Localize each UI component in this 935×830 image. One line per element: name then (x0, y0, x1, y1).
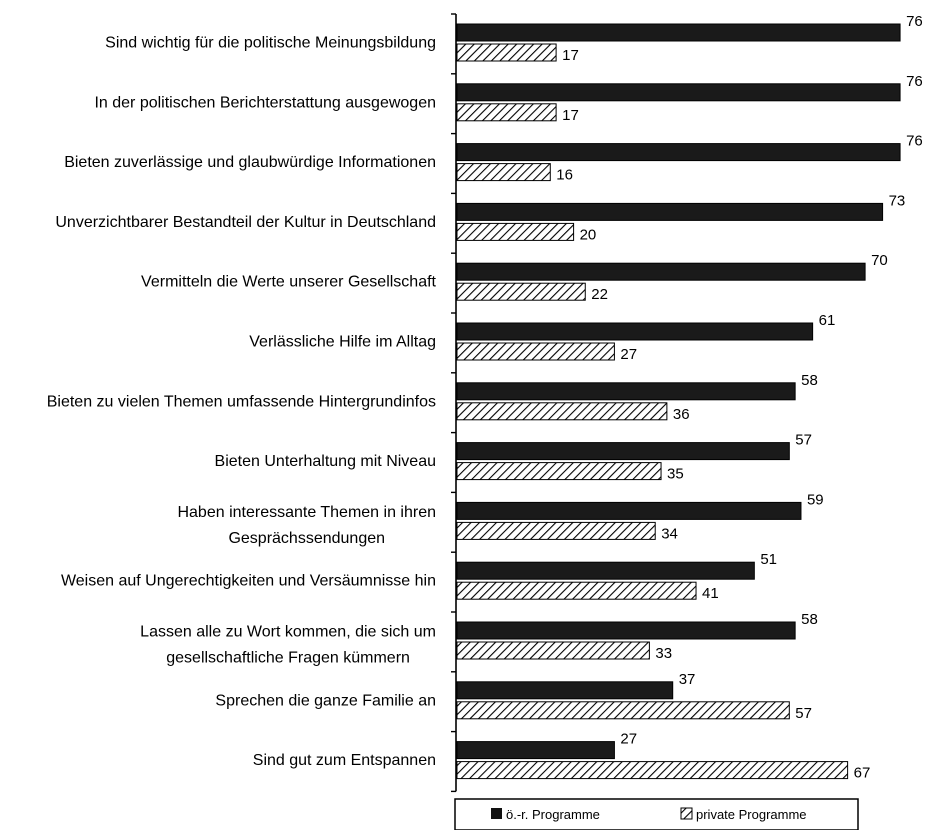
legend-swatch-private (680, 807, 693, 820)
legend: ö.-r. Programme private Programme (454, 798, 859, 830)
value-label-oer: 73 (889, 192, 906, 209)
bar-private (456, 43, 557, 62)
value-label-private: 20 (580, 226, 597, 243)
bar-oer (456, 322, 814, 341)
value-label-oer: 76 (906, 73, 923, 90)
category-label: Sind gut zum Entspannen (253, 752, 436, 769)
bar-private (456, 222, 575, 241)
value-label-oer: 76 (906, 133, 923, 150)
bar-private (456, 163, 551, 182)
value-label-oer: 27 (620, 731, 637, 748)
bar-private (456, 641, 650, 660)
bar-oer (456, 442, 790, 461)
value-label-private: 17 (562, 47, 579, 64)
bar-oer (456, 83, 901, 102)
category-label: Sprechen die ganze Familie an (215, 692, 436, 709)
value-label-oer: 51 (760, 551, 777, 568)
y-axis (451, 13, 457, 793)
value-label-private: 34 (661, 525, 678, 542)
bar-private (456, 342, 615, 361)
value-label-oer: 76 (906, 13, 923, 30)
value-label-private: 22 (591, 286, 608, 303)
value-label-oer: 37 (679, 671, 696, 688)
category-label: Unverzichtbarer Bestandteil der Kultur i… (55, 214, 436, 231)
legend-swatch-oer (491, 808, 502, 819)
bar-private (456, 462, 662, 481)
bar-oer (456, 262, 866, 281)
bars (456, 23, 901, 780)
category-label: Vermitteln die Werte unserer Gesellschaf… (141, 274, 437, 291)
legend-box (454, 798, 859, 830)
category-label: Bieten zuverlässige und glaubwürdige Inf… (64, 154, 436, 171)
bar-oer (456, 143, 901, 162)
category-label: Weisen auf Ungerechtigkeiten und Versäum… (61, 573, 436, 590)
bar-oer (456, 561, 755, 580)
value-label-oer: 58 (801, 611, 818, 628)
bar-private (456, 581, 697, 600)
bar-private (456, 521, 656, 540)
value-label-private: 67 (854, 765, 871, 782)
category-label: Bieten Unterhaltung mit Niveau (215, 453, 436, 470)
bar-private (456, 282, 586, 301)
category-label: In der politischen Berichterstattung aus… (94, 94, 436, 111)
value-label-private: 27 (620, 346, 637, 363)
legend-label-private: private Programme (696, 807, 807, 822)
bar-oer (456, 741, 615, 760)
value-label-oer: 58 (801, 372, 818, 389)
value-label-oer: 61 (819, 312, 836, 329)
category-label: Sind wichtig für die politische Meinungs… (105, 35, 436, 52)
category-label: Bieten zu vielen Themen umfassende Hinte… (47, 393, 436, 410)
value-label-private: 35 (667, 466, 684, 483)
bar-oer (456, 501, 802, 520)
bar-oer (456, 23, 901, 42)
value-label-private: 33 (655, 645, 672, 662)
bar-private (456, 701, 790, 720)
value-label-oer: 70 (871, 252, 888, 269)
bar-private (456, 761, 849, 780)
value-labels: 76 17 76 17 76 16 73 20 70 22 61 27 58 36 57 35 59 34 51 41… (556, 13, 922, 782)
value-label-private: 36 (673, 406, 690, 423)
bar-oer (456, 382, 796, 401)
bar-private (456, 103, 557, 122)
value-label-private: 57 (795, 705, 812, 722)
category-label: Verlässliche Hilfe im Alltag (249, 334, 436, 351)
bar-oer (456, 202, 884, 221)
value-label-private: 41 (702, 585, 719, 602)
bar-oer (456, 621, 796, 640)
value-label-private: 16 (556, 167, 573, 184)
category-labels: Sind wichtig für die politische Meinungs… (47, 35, 437, 770)
bar-private (456, 402, 668, 421)
category-label: Lassen alle zu Wort kommen, die sich um g… (140, 624, 436, 667)
value-label-private: 17 (562, 107, 579, 124)
bar-oer (456, 681, 674, 700)
category-label: Haben interessante Themen in ihren Gesprä… (177, 504, 436, 547)
value-label-oer: 59 (807, 491, 824, 508)
legend-label-oer: ö.-r. Programme (506, 807, 600, 822)
value-label-oer: 57 (795, 432, 812, 449)
